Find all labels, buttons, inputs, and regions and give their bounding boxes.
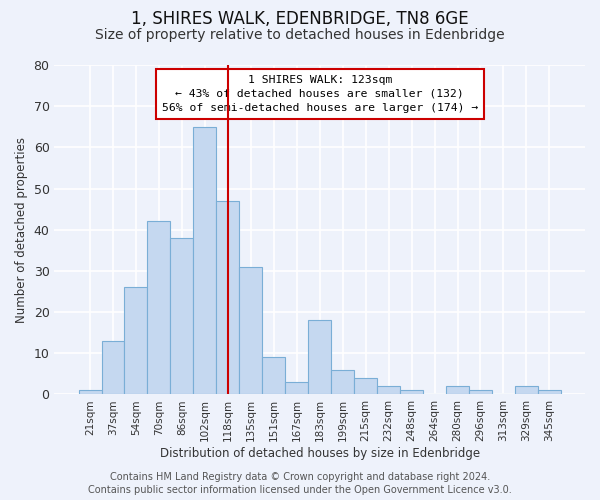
Bar <box>262 358 285 395</box>
Bar <box>400 390 423 394</box>
Bar <box>331 370 354 394</box>
Bar <box>79 390 101 394</box>
Text: 1, SHIRES WALK, EDENBRIDGE, TN8 6GE: 1, SHIRES WALK, EDENBRIDGE, TN8 6GE <box>131 10 469 28</box>
X-axis label: Distribution of detached houses by size in Edenbridge: Distribution of detached houses by size … <box>160 447 480 460</box>
Text: 1 SHIRES WALK: 123sqm
← 43% of detached houses are smaller (132)
56% of semi-det: 1 SHIRES WALK: 123sqm ← 43% of detached … <box>161 75 478 113</box>
Bar <box>239 267 262 394</box>
Bar <box>515 386 538 394</box>
Bar <box>377 386 400 394</box>
Bar <box>124 288 148 395</box>
Bar <box>193 127 217 394</box>
Text: Contains HM Land Registry data © Crown copyright and database right 2024.
Contai: Contains HM Land Registry data © Crown c… <box>88 472 512 495</box>
Bar <box>148 222 170 394</box>
Bar <box>217 201 239 394</box>
Bar <box>354 378 377 394</box>
Bar <box>308 320 331 394</box>
Bar <box>101 341 124 394</box>
Bar <box>170 238 193 394</box>
Bar <box>538 390 561 394</box>
Bar <box>446 386 469 394</box>
Y-axis label: Number of detached properties: Number of detached properties <box>15 136 28 322</box>
Bar <box>285 382 308 394</box>
Text: Size of property relative to detached houses in Edenbridge: Size of property relative to detached ho… <box>95 28 505 42</box>
Bar <box>469 390 492 394</box>
